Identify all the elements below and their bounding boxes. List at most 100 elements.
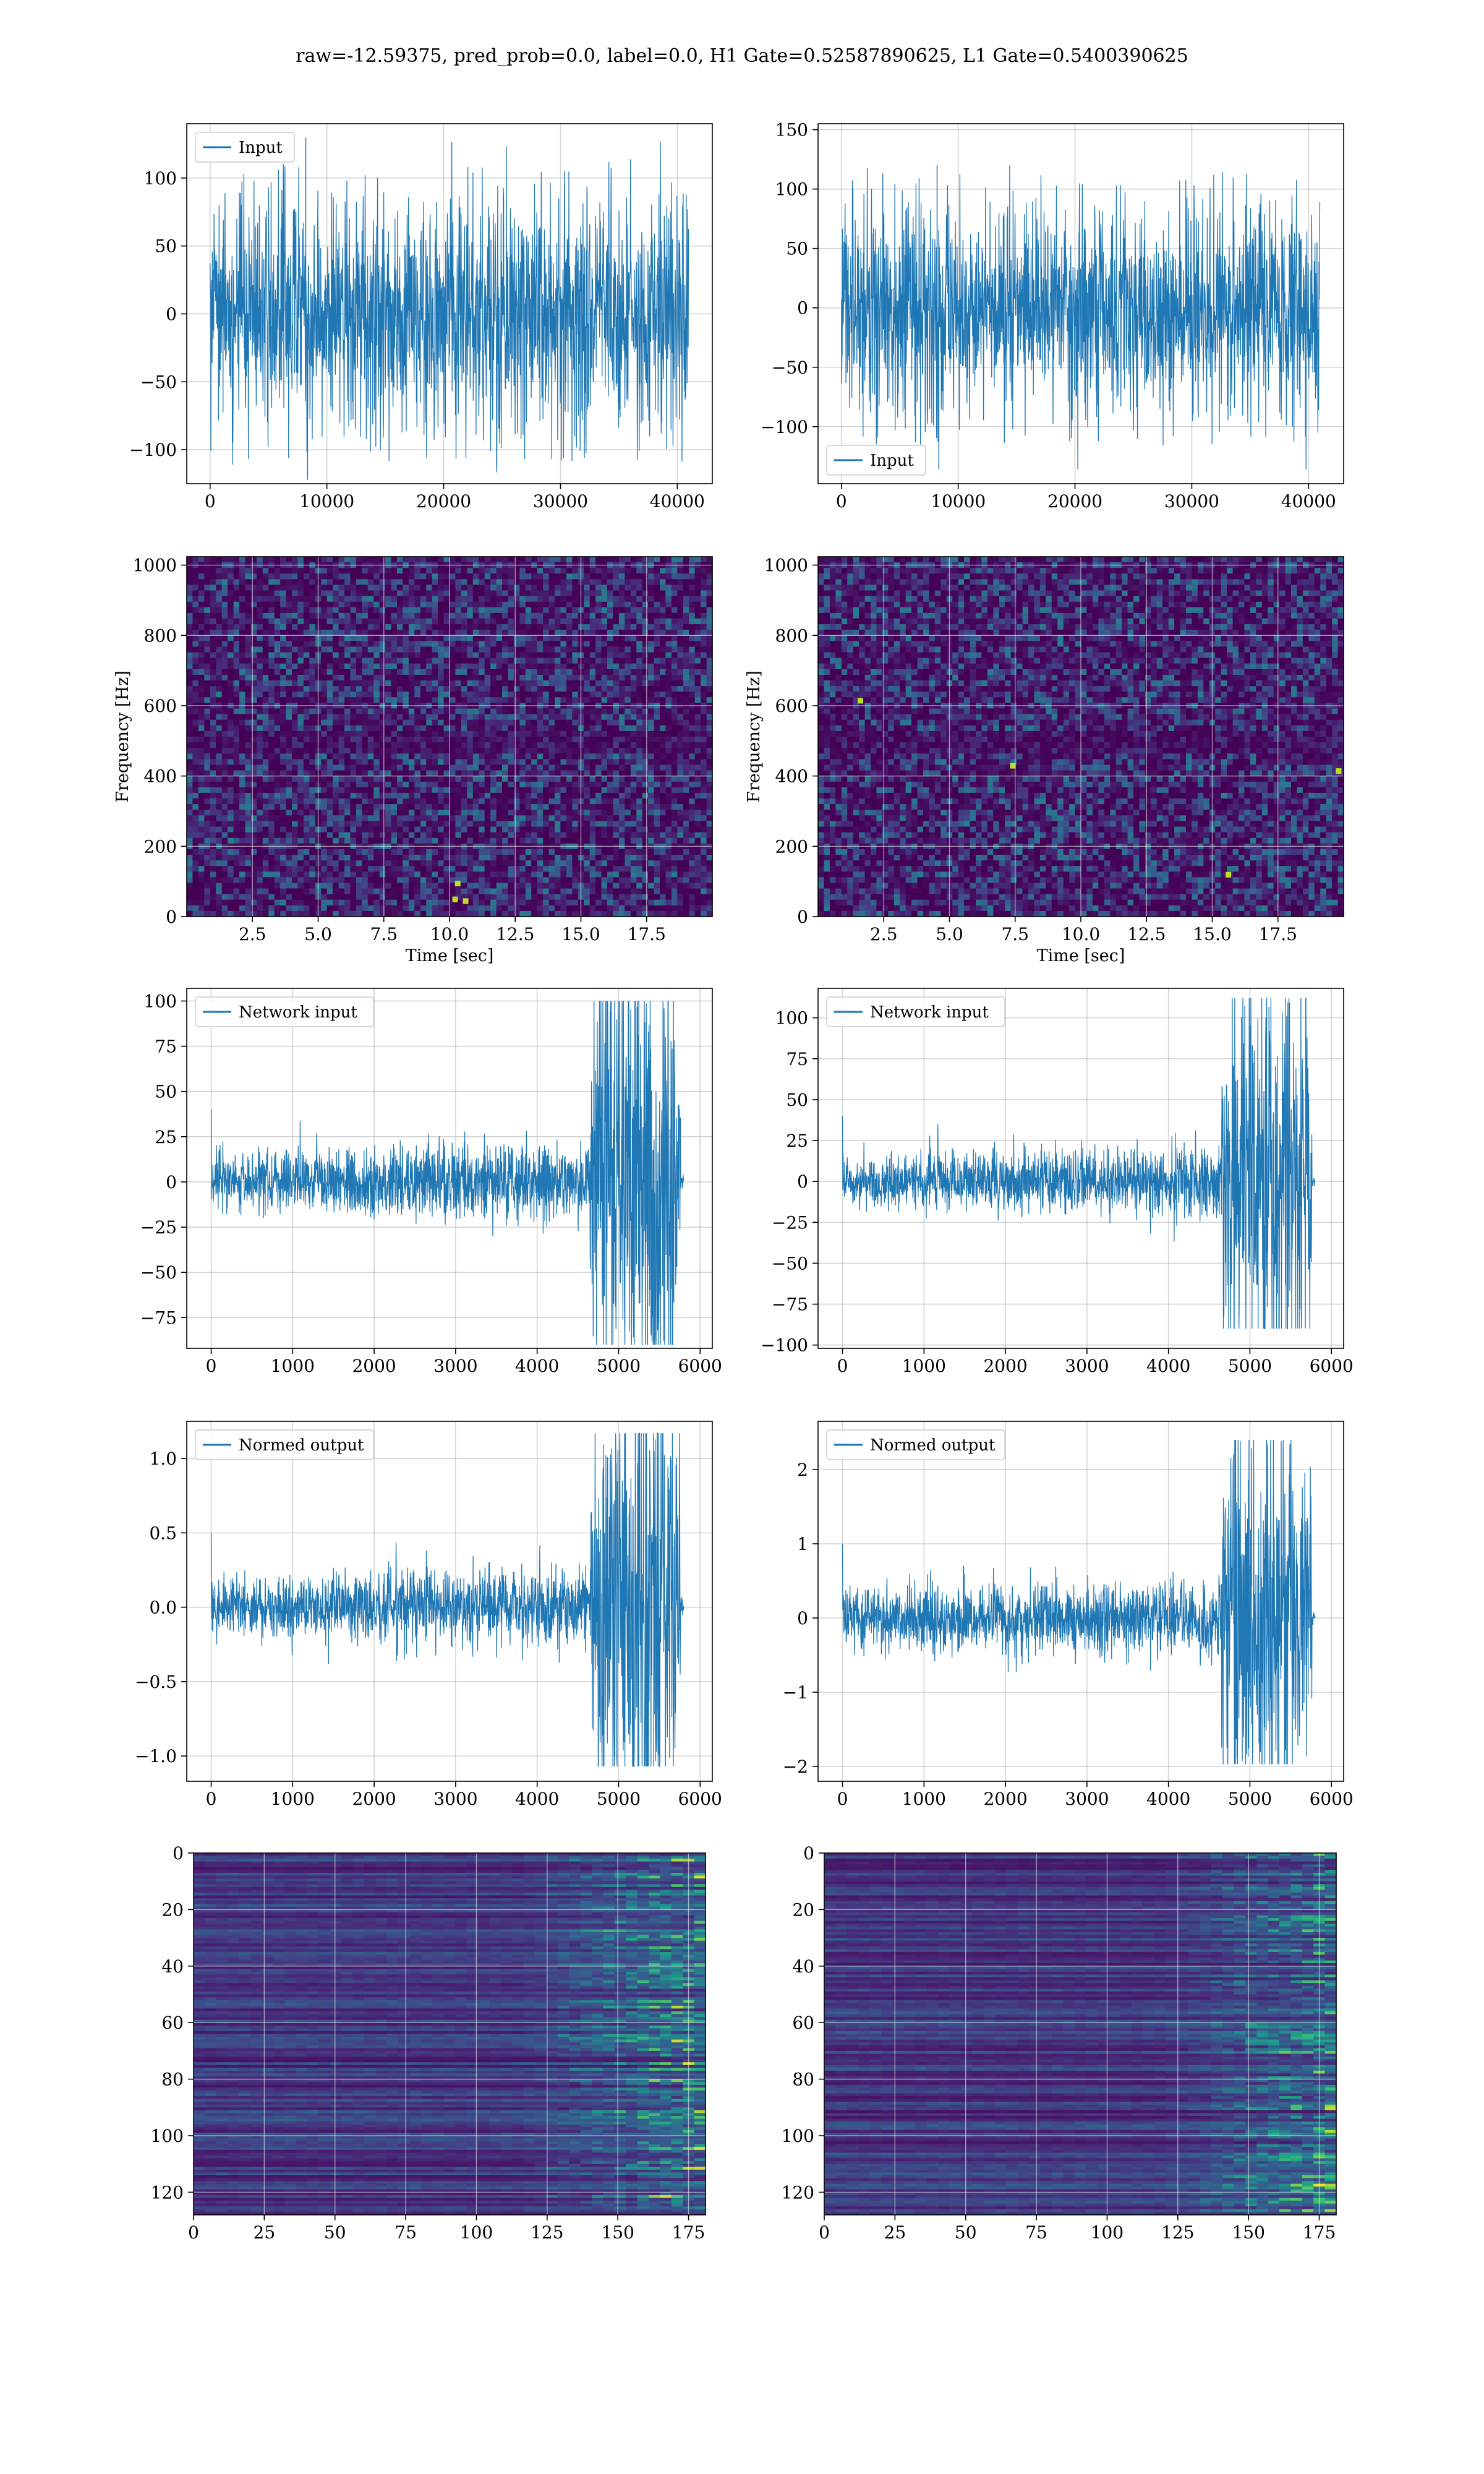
heatmap-cell bbox=[438, 613, 444, 619]
heatmap-cell bbox=[210, 798, 216, 805]
heatmap-cell bbox=[426, 821, 432, 827]
heatmap-cell bbox=[292, 726, 298, 732]
heatmap-cell bbox=[368, 815, 374, 821]
heatmap-cell bbox=[187, 691, 193, 698]
heatmap-cell bbox=[420, 709, 427, 715]
heatmap-cell bbox=[572, 815, 578, 821]
heatmap-cell bbox=[566, 585, 573, 591]
heatmap-cell bbox=[497, 602, 503, 608]
heatmap-cell bbox=[204, 647, 210, 653]
heatmap-cell bbox=[198, 737, 205, 743]
heatmap-cell bbox=[268, 658, 275, 664]
heatmap-cell bbox=[403, 810, 409, 816]
heatmap-cell bbox=[263, 585, 269, 591]
heatmap-cell bbox=[689, 793, 695, 799]
heatmap-cell bbox=[625, 709, 631, 715]
heatmap-cell bbox=[297, 630, 304, 636]
heatmap-cell bbox=[333, 726, 339, 732]
heatmap-cell bbox=[414, 759, 420, 765]
heatmap-cell bbox=[490, 855, 497, 861]
heatmap-cell bbox=[602, 821, 608, 827]
heatmap-cell bbox=[397, 821, 403, 827]
heatmap-cell bbox=[187, 630, 193, 636]
heatmap-cell bbox=[485, 765, 491, 771]
heatmap-cell bbox=[625, 557, 631, 563]
heatmap-cell bbox=[239, 669, 245, 675]
heatmap-cell bbox=[304, 585, 310, 591]
heatmap-cell bbox=[555, 709, 561, 715]
heatmap-cell bbox=[228, 691, 234, 698]
heatmap-cell bbox=[380, 771, 386, 777]
heatmap-cell bbox=[333, 827, 339, 833]
heatmap-cell bbox=[502, 742, 508, 748]
heatmap-cell bbox=[292, 804, 298, 810]
heatmap-cell bbox=[426, 635, 432, 641]
heatmap-cell bbox=[268, 810, 275, 816]
heatmap-cell bbox=[438, 759, 444, 765]
heatmap-cell bbox=[198, 748, 205, 754]
heatmap-cell bbox=[304, 776, 310, 782]
heatmap-cell bbox=[444, 742, 450, 748]
heatmap-cell bbox=[268, 664, 275, 670]
heatmap-cell bbox=[339, 742, 345, 748]
heatmap-cell bbox=[695, 647, 701, 653]
heatmap-cell bbox=[350, 641, 356, 647]
heatmap-cell bbox=[508, 658, 514, 664]
heatmap-cell bbox=[397, 653, 403, 659]
heatmap-cell bbox=[636, 782, 642, 788]
heatmap-cell bbox=[455, 585, 461, 591]
heatmap-cell bbox=[222, 726, 228, 732]
heatmap-cell bbox=[192, 641, 198, 647]
heatmap-cell bbox=[631, 709, 637, 715]
heatmap-cell bbox=[251, 833, 257, 839]
heatmap-cell bbox=[648, 613, 654, 619]
heatmap-cell bbox=[187, 833, 193, 839]
heatmap-cell bbox=[297, 815, 304, 821]
heatmap-cell bbox=[549, 798, 555, 805]
heatmap-cell bbox=[543, 579, 549, 585]
heatmap-cell bbox=[304, 827, 310, 833]
heatmap-cell bbox=[385, 793, 391, 799]
heatmap-cell bbox=[350, 776, 356, 782]
heatmap-cell bbox=[239, 821, 245, 827]
heatmap-cell bbox=[292, 591, 298, 597]
heatmap-cell bbox=[625, 691, 631, 698]
heatmap-cell bbox=[286, 680, 292, 687]
heatmap-cell bbox=[654, 618, 660, 625]
heatmap-cell bbox=[701, 686, 707, 692]
heatmap-cell bbox=[508, 726, 514, 732]
heatmap-cell bbox=[479, 787, 485, 794]
heatmap-cell bbox=[432, 579, 438, 585]
heatmap-cell bbox=[432, 691, 438, 698]
heatmap-cell bbox=[526, 691, 532, 698]
heatmap-cell bbox=[526, 607, 532, 614]
heatmap-cell bbox=[344, 765, 351, 771]
heatmap-cell bbox=[297, 613, 304, 619]
heatmap-cell bbox=[309, 860, 315, 867]
heatmap-cell bbox=[192, 653, 198, 659]
heatmap-cell bbox=[368, 602, 374, 608]
heatmap-cell bbox=[414, 557, 420, 563]
heatmap-cell bbox=[526, 726, 532, 732]
heatmap-cell bbox=[537, 787, 544, 794]
heatmap-cell bbox=[426, 647, 432, 653]
heatmap-cell bbox=[450, 765, 456, 771]
heatmap-cell bbox=[187, 647, 193, 653]
heatmap-cell bbox=[584, 557, 590, 563]
heatmap-cell bbox=[333, 771, 339, 777]
heatmap-cell bbox=[257, 680, 263, 687]
heatmap-cell bbox=[268, 720, 275, 726]
heatmap-cell bbox=[502, 647, 508, 653]
heatmap-cell bbox=[198, 653, 205, 659]
heatmap-cell bbox=[479, 653, 485, 659]
heatmap-cell bbox=[304, 810, 310, 816]
heatmap-cell bbox=[192, 680, 198, 687]
heatmap-cell bbox=[373, 709, 380, 715]
heatmap-cell bbox=[508, 697, 514, 703]
heatmap-cell bbox=[531, 613, 537, 619]
heatmap-cell bbox=[625, 787, 631, 794]
heatmap-cell bbox=[479, 714, 485, 721]
heatmap-cell bbox=[485, 647, 491, 653]
heatmap-cell bbox=[549, 793, 555, 799]
heatmap-cell bbox=[438, 557, 444, 563]
